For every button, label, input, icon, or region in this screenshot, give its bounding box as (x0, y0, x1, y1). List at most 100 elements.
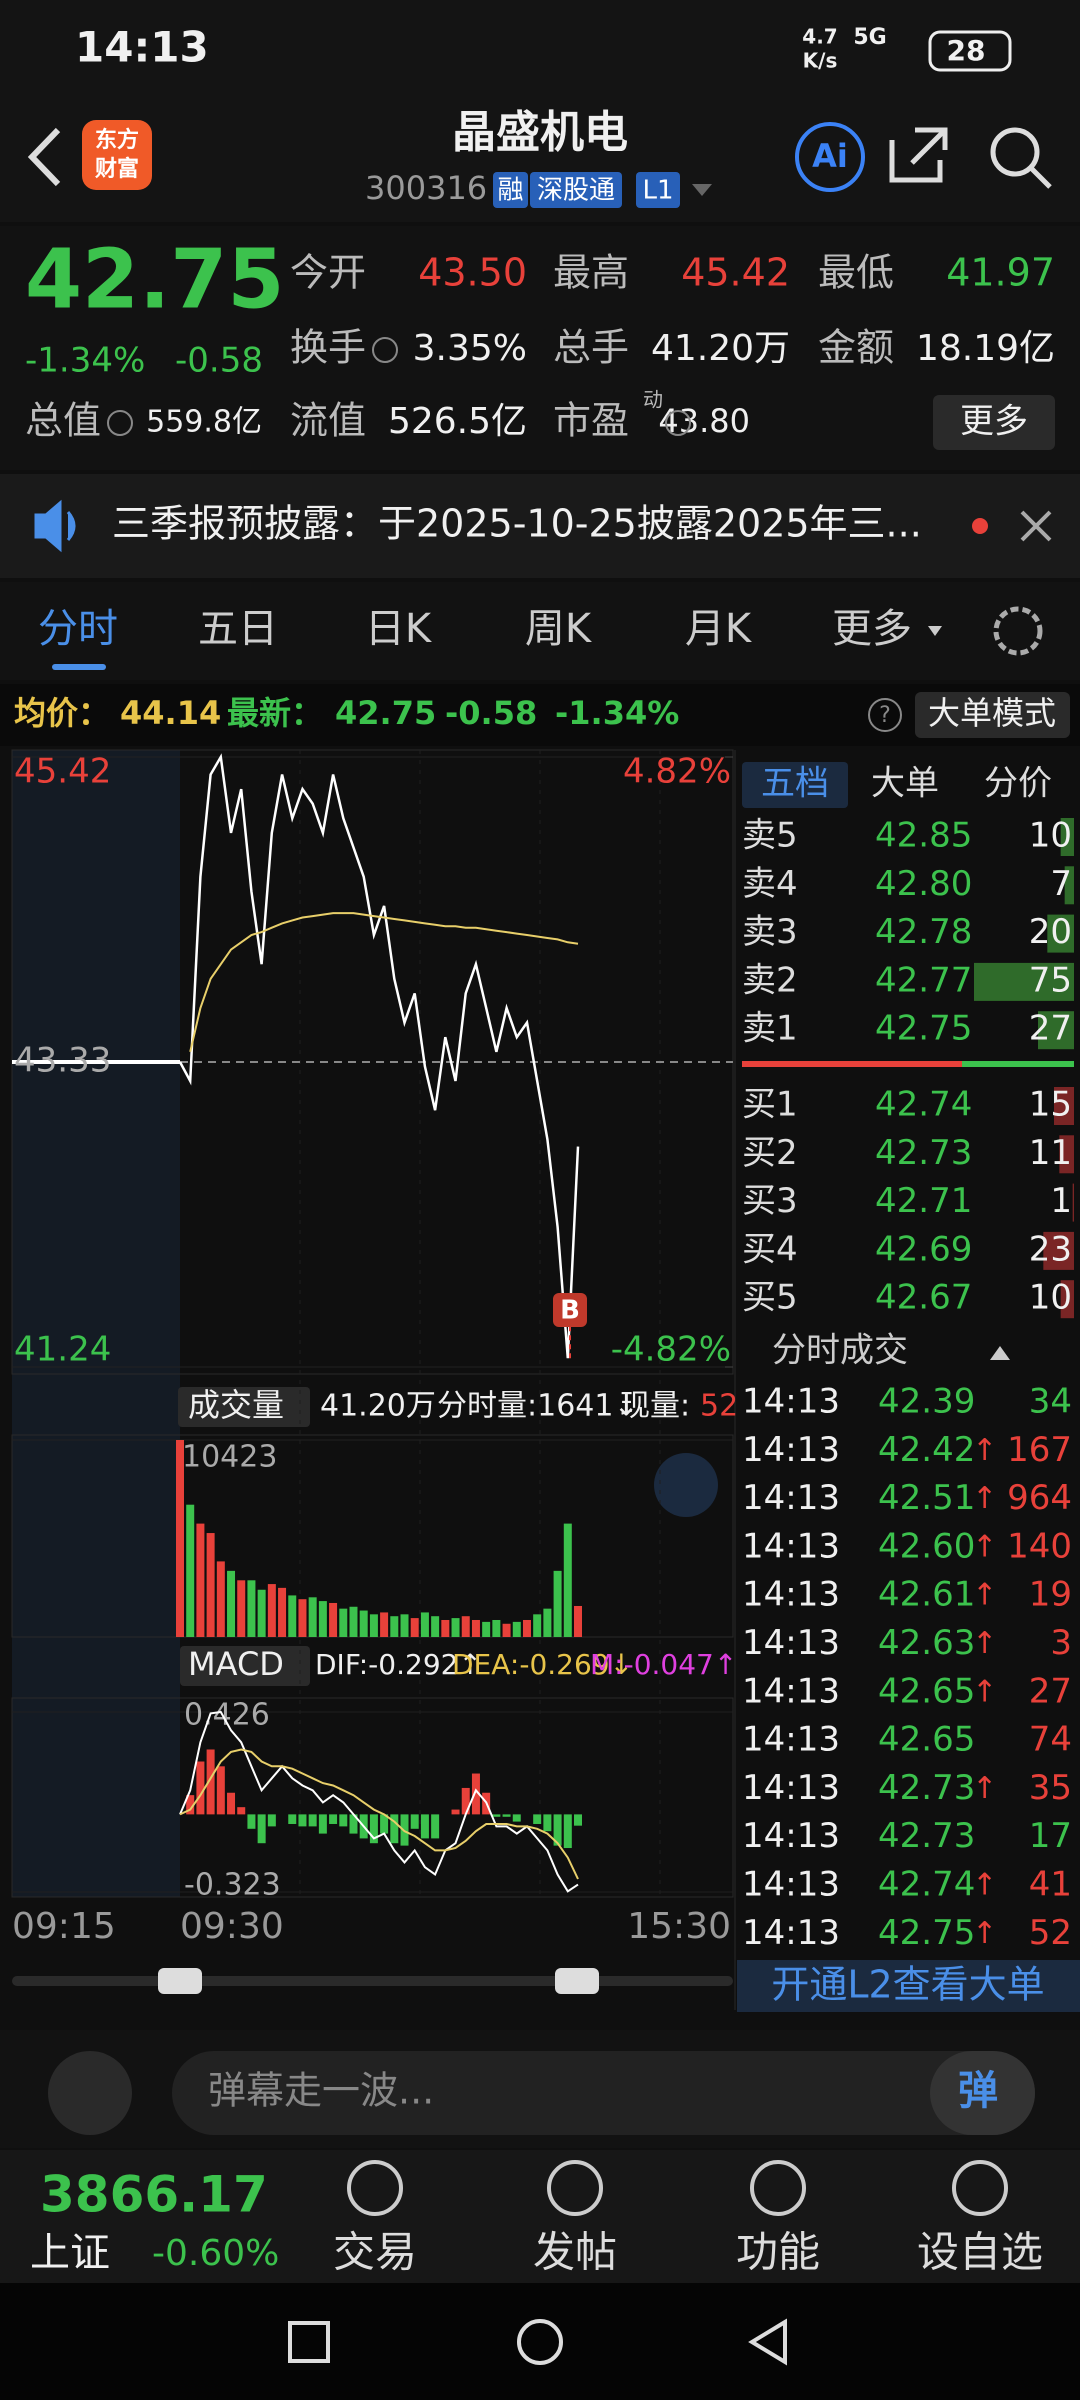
mode-text[interactable]: 大单模式 (928, 694, 1056, 732)
volume-bar (186, 1504, 195, 1637)
info-last-label: 最新： (227, 694, 323, 732)
recent-button[interactable] (288, 2321, 330, 2363)
macd-bar (390, 1814, 399, 1844)
comment-placeholder[interactable]: 弹幕走一波... (208, 2069, 434, 2113)
help-icon[interactable] (868, 698, 902, 732)
system-nav (0, 2283, 1080, 2400)
tab[interactable]: 日K (365, 606, 433, 652)
status-bar (0, 0, 1080, 100)
macd-label[interactable]: MACD (188, 1645, 284, 1683)
field-label: 总值 (25, 399, 101, 443)
comment-send[interactable] (930, 2051, 1035, 2135)
time-label: 15:30 (627, 1906, 731, 1947)
order-tab[interactable]: 大单 (871, 764, 939, 804)
back-button[interactable] (27, 127, 61, 187)
more-button[interactable] (933, 395, 1055, 450)
trade-direction: ↑ (972, 1578, 997, 1613)
macd-frame (11, 1697, 734, 1898)
l2-banner[interactable] (737, 1960, 1080, 2012)
ai-button[interactable] (795, 122, 865, 192)
macd-bar (431, 1814, 440, 1839)
home-button[interactable] (517, 2319, 563, 2365)
search-button[interactable] (990, 127, 1040, 177)
share-button[interactable] (889, 127, 948, 183)
stock-tag-text: 融 (497, 176, 523, 206)
settings-button[interactable] (993, 606, 1043, 656)
nav-icon[interactable] (347, 2160, 403, 2216)
depth-bar (1038, 1011, 1074, 1050)
pre-market-shade (12, 750, 180, 1897)
trade-price: 42.61 (878, 1575, 975, 1615)
nav-label[interactable]: 发帖 (533, 2228, 617, 2277)
system-back-button[interactable] (748, 2318, 787, 2366)
depth-bar (1072, 1183, 1074, 1222)
macd-selector[interactable] (180, 1646, 310, 1686)
tab[interactable]: 更多 (832, 606, 912, 652)
macd-dea: DEA:-0.269↓ (452, 1648, 633, 1681)
field-label: 最低 (818, 251, 894, 295)
order-tab[interactable]: 五档 (761, 764, 829, 804)
nav-label[interactable]: 交易 (333, 2228, 417, 2277)
volume-bar (482, 1621, 491, 1637)
trade-volume: 35 (1029, 1768, 1072, 1808)
field-value: 18.19亿 (916, 328, 1055, 369)
volume-bar (247, 1580, 256, 1637)
volume-bar (206, 1533, 215, 1637)
l2-banner-text[interactable]: 开通L2查看大单 (771, 1963, 1044, 2007)
macd-bar (451, 1809, 460, 1815)
volume-selector[interactable] (178, 1387, 310, 1427)
volume-label[interactable]: 成交量 (188, 1386, 284, 1424)
macd-bar (318, 1814, 327, 1834)
macd-bar (247, 1814, 256, 1829)
ai-text[interactable]: Ai (812, 137, 848, 175)
logo-text[interactable]: 东方 (95, 127, 139, 153)
comment-input[interactable] (172, 2051, 1035, 2135)
nav-icon[interactable] (750, 2160, 806, 2216)
order-price: 42.77 (875, 960, 972, 1000)
mode-button[interactable] (915, 692, 1070, 738)
stock-code: 300316 (365, 169, 487, 207)
annotation: B (560, 1296, 580, 1326)
macd-bar (574, 1814, 582, 1826)
volume-bar (257, 1589, 266, 1637)
trade-price: 42.73 (878, 1816, 975, 1856)
more-text[interactable]: 更多 (960, 402, 1028, 442)
scroll-handle-right[interactable] (555, 1968, 599, 1994)
order-label: 卖4 (742, 864, 798, 904)
nav-label[interactable]: 设自选 (917, 2228, 1043, 2277)
index-value[interactable]: 3866.17 (40, 2166, 268, 2224)
tab[interactable]: 分时 (38, 606, 118, 652)
comment-icon[interactable] (48, 2051, 132, 2135)
order-volume: 23 (1029, 1229, 1072, 1269)
depth-bar (1060, 818, 1074, 856)
depth-bar (1064, 866, 1074, 905)
scroll-handle-left[interactable] (158, 1968, 202, 1994)
order-tab[interactable]: 分价 (984, 764, 1052, 804)
nav-icon[interactable] (547, 2160, 603, 2216)
notice-bar[interactable] (0, 474, 1080, 578)
volume-bar (461, 1616, 470, 1637)
comment-button-text[interactable]: 弹 (958, 2068, 998, 2114)
order-label: 买4 (742, 1229, 798, 1269)
logo[interactable] (82, 120, 152, 190)
notice-close[interactable] (1020, 510, 1052, 542)
info-icon (107, 410, 133, 436)
nav-icon[interactable] (952, 2160, 1008, 2216)
volume-total: 41.20万 (320, 1389, 436, 1424)
volume-bar (329, 1602, 338, 1637)
info-icon (372, 337, 398, 363)
tab[interactable]: 周K (525, 606, 593, 652)
expand-button[interactable] (654, 1453, 718, 1517)
tab[interactable]: 月K (685, 606, 753, 652)
price-line (178, 753, 580, 1359)
nav-label[interactable]: 功能 (736, 2228, 820, 2277)
notice-text[interactable]: 三季报预披露：于2025-10-25披露2025年三... (112, 502, 922, 546)
battery-level: 28 (947, 34, 986, 67)
macd-bar (471, 1773, 480, 1815)
tab[interactable]: 五日 (198, 606, 278, 652)
logo-text[interactable]: 财富 (95, 156, 139, 182)
volume-bar (553, 1570, 562, 1637)
order-label: 买2 (742, 1133, 798, 1173)
y-tick-label: 43.33 (14, 1041, 111, 1081)
